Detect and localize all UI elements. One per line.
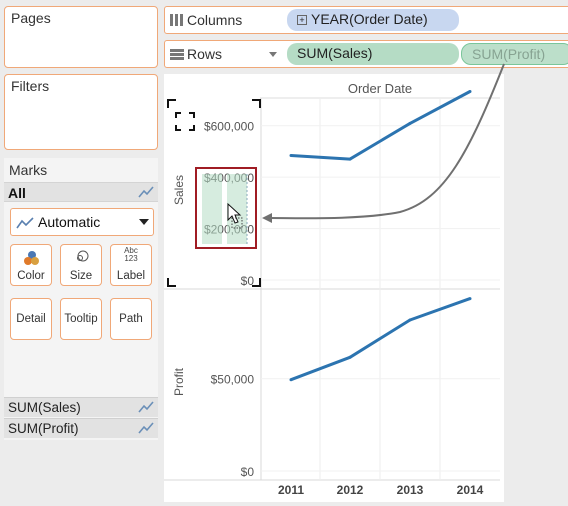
columns-label: Columns: [187, 12, 243, 28]
color-button[interactable]: Color: [10, 244, 52, 286]
label-icon-text-bottom: 123: [124, 254, 138, 263]
data-point: [348, 355, 352, 359]
x-tick-label: 2013: [397, 483, 424, 497]
tooltip-button[interactable]: Tooltip: [60, 298, 102, 340]
series-line-profit: [290, 297, 471, 382]
pages-shelf[interactable]: Pages: [4, 6, 158, 68]
marks-field-profit[interactable]: SUM(Profit): [4, 418, 158, 438]
view-canvas: [164, 74, 504, 502]
selection-marker-icon: [175, 112, 195, 131]
detail-button[interactable]: Detail: [10, 298, 52, 340]
path-label: Path: [119, 313, 143, 325]
series-line-sales: [290, 90, 471, 161]
x-tick-labels: 2011 2012 2013 2014: [278, 483, 484, 497]
line-mark-icon: [138, 401, 154, 413]
columns-icon: [170, 14, 183, 26]
detail-label: Detail: [16, 313, 46, 325]
line-mark-icon: [138, 186, 154, 198]
path-button[interactable]: Path: [110, 298, 152, 340]
data-point: [289, 378, 293, 382]
marks-all-label: All: [8, 185, 26, 201]
y-axis-label: Sales: [172, 175, 186, 205]
data-point: [289, 154, 293, 157]
y-tick-label: $0: [241, 465, 255, 479]
axis-selection-corners: [167, 99, 261, 287]
pages-title: Pages: [11, 10, 51, 26]
data-point: [348, 157, 352, 161]
chevron-down-icon: [139, 219, 149, 225]
x-gridlines: [319, 98, 441, 480]
marks-card: Marks All Automatic Color Size Abc 123 L…: [4, 158, 158, 440]
column-header: Order Date: [348, 81, 412, 96]
x-tick-label: 2014: [457, 483, 484, 497]
line-mark-icon: [16, 217, 34, 229]
drag-arrow-head: [262, 213, 272, 223]
marks-all-tab[interactable]: All: [4, 182, 158, 202]
filters-title: Filters: [11, 78, 50, 94]
y-tick-label: $50,000: [211, 373, 255, 387]
tooltip-label: Tooltip: [64, 313, 98, 325]
filters-shelf[interactable]: Filters: [4, 74, 158, 150]
columns-pill[interactable]: + YEAR(Order Date): [287, 9, 459, 31]
rows-label: Rows: [187, 46, 223, 62]
axis-drop-highlight: [195, 167, 257, 249]
marks-field-label: SUM(Profit): [8, 421, 79, 436]
dropdown-arrow-icon[interactable]: [269, 52, 277, 58]
rows-pill-profit-label: SUM(Profit): [472, 46, 546, 62]
columns-shelf[interactable]: Columns + YEAR(Order Date): [164, 6, 568, 34]
size-button[interactable]: Size: [60, 244, 102, 286]
chart-panes: $0$200,000$400,000$600,000Sales$0$50,000…: [172, 90, 500, 479]
drag-cursor-icon: [227, 202, 243, 229]
marks-field-label: SUM(Sales): [8, 400, 81, 415]
marks-title: Marks: [9, 162, 48, 178]
line-mark-icon: [138, 422, 154, 434]
data-point: [468, 297, 472, 301]
label-icon-text-top: Abc: [124, 246, 138, 255]
data-point: [408, 121, 412, 125]
drag-arrow: [267, 63, 505, 220]
x-tick-label: 2012: [337, 483, 364, 497]
marks-field-sales[interactable]: SUM(Sales): [4, 397, 158, 417]
rows-icon: [170, 49, 184, 60]
expand-icon: +: [297, 15, 307, 25]
size-label: Size: [69, 270, 93, 282]
y-tick-label: $600,000: [204, 120, 254, 134]
y-axis-label: Profit: [172, 367, 186, 396]
rows-pill-sales-label: SUM(Sales): [297, 45, 373, 61]
data-point: [408, 318, 412, 322]
drop-preview-left: [202, 174, 222, 244]
rows-pill-sales[interactable]: SUM(Sales): [287, 43, 459, 65]
mark-type-dropdown[interactable]: Automatic: [10, 208, 154, 236]
label-label: Label: [116, 270, 146, 282]
pane-profit: $0 $50,000 Profit: [172, 297, 500, 479]
size-icon: [77, 250, 89, 262]
label-button[interactable]: Abc 123 Label: [110, 244, 152, 286]
color-icon: [24, 251, 39, 265]
label-icon: Abc 123: [111, 247, 151, 263]
mark-type-value: Automatic: [38, 214, 101, 230]
data-point: [468, 90, 472, 93]
y-tick-label: $0: [241, 274, 255, 288]
rows-shelf[interactable]: Rows SUM(Sales) SUM(Profit): [164, 40, 568, 68]
columns-pill-label: YEAR(Order Date): [311, 11, 428, 27]
x-tick-label: 2011: [278, 483, 304, 497]
color-label: Color: [17, 270, 45, 282]
rows-pill-profit[interactable]: SUM(Profit): [461, 43, 568, 65]
